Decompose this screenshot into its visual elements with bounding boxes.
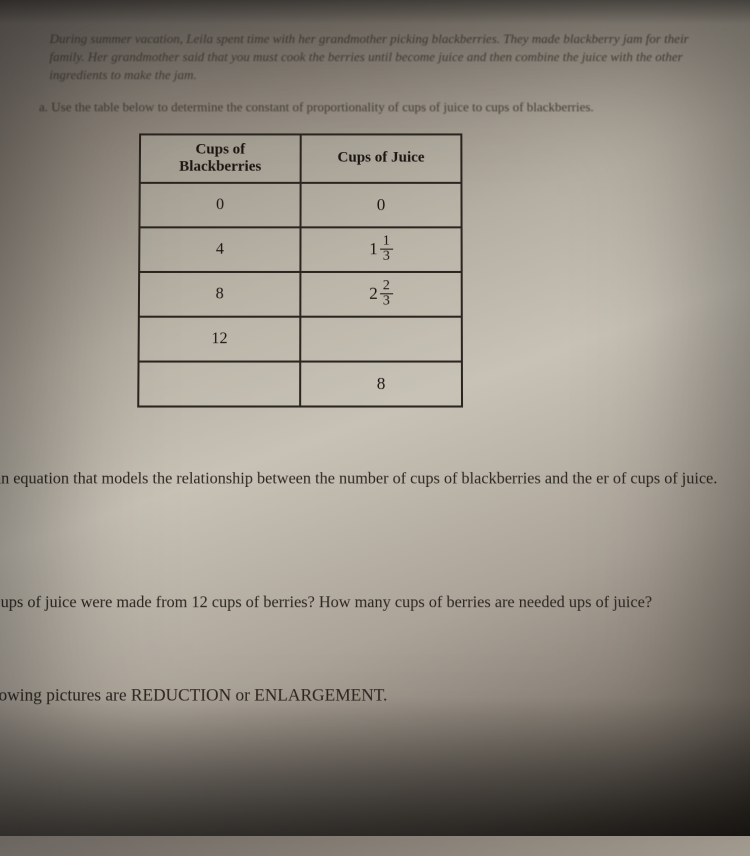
part-a-prompt: a. Use the table below to determine the … bbox=[0, 85, 750, 115]
header-juice: Cups of Juice bbox=[301, 134, 462, 182]
cell-juice: 0 bbox=[301, 182, 462, 226]
table-row: 12 bbox=[139, 316, 462, 361]
question-c: y cups of juice were made from 12 cups o… bbox=[0, 590, 750, 615]
question-b: e an equation that models the relationsh… bbox=[0, 467, 750, 492]
table-row: 4 113 bbox=[139, 227, 462, 272]
cell-berries: 4 bbox=[139, 227, 300, 272]
cell-juice: 113 bbox=[300, 227, 461, 272]
cell-berries: 0 bbox=[139, 182, 300, 226]
cell-berries: 12 bbox=[139, 316, 301, 361]
table-row: 0 0 bbox=[139, 182, 461, 226]
cell-juice: 223 bbox=[300, 272, 461, 317]
cell-juice: 8 bbox=[300, 361, 462, 406]
table-row: 8 223 bbox=[139, 272, 462, 317]
intro-line-1: During summer vacation, Leila spent time… bbox=[50, 31, 529, 46]
question-d: ollowing pictures are REDUCTION or ENLAR… bbox=[0, 681, 750, 708]
header-blackberries: Cups of Blackberries bbox=[140, 134, 301, 182]
cell-juice bbox=[300, 316, 462, 361]
proportion-table: Cups of Blackberries Cups of Juice 0 0 4… bbox=[137, 133, 750, 407]
problem-intro: During summer vacation, Leila spent time… bbox=[0, 30, 750, 85]
cell-berries: 8 bbox=[139, 272, 301, 317]
cell-berries bbox=[138, 361, 300, 406]
table-row: 8 bbox=[138, 361, 462, 406]
